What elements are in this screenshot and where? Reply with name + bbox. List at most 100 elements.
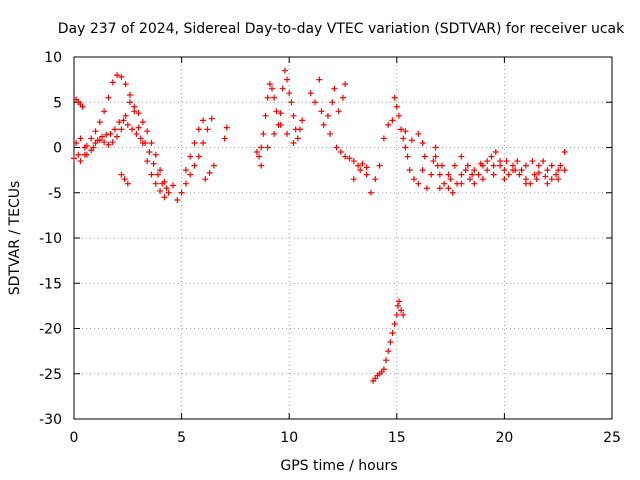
- data-point: [350, 176, 357, 183]
- data-point: [81, 144, 88, 151]
- data-point: [114, 133, 121, 140]
- y-tick-label: -25: [39, 367, 62, 383]
- y-tick-label: 10: [44, 50, 62, 66]
- data-point: [383, 357, 390, 364]
- data-point: [408, 137, 415, 144]
- data-point: [327, 130, 334, 137]
- axis-ticks: 0 5 10 15 20 25 -30 -25 -20 -15 -10 -5 0 5 10: [39, 50, 621, 446]
- data-point: [391, 94, 398, 101]
- data-point: [105, 94, 112, 101]
- data-point: [111, 126, 118, 133]
- data-point: [466, 176, 473, 183]
- data-point: [492, 149, 499, 156]
- data-point: [277, 110, 284, 117]
- data-point: [471, 167, 478, 174]
- data-point: [432, 153, 439, 160]
- data-point: [540, 158, 547, 165]
- data-point: [555, 176, 562, 183]
- data-point: [400, 135, 407, 142]
- data-point: [90, 144, 97, 151]
- data-point: [324, 112, 331, 119]
- data-point: [471, 180, 478, 187]
- data-point: [393, 103, 400, 110]
- data-point: [296, 126, 303, 133]
- data-point: [101, 139, 108, 146]
- data-point: [264, 144, 271, 151]
- data-point: [165, 189, 172, 196]
- data-point: [372, 176, 379, 183]
- data-point: [333, 144, 340, 151]
- x-tick-label: 5: [177, 430, 186, 446]
- data-point: [389, 330, 396, 337]
- data-point: [122, 112, 129, 119]
- data-point: [195, 153, 202, 160]
- data-point: [299, 117, 306, 124]
- x-tick-label: 0: [70, 430, 79, 446]
- data-point: [411, 176, 418, 183]
- data-point: [294, 135, 301, 142]
- data-point: [258, 144, 265, 151]
- data-point: [271, 130, 278, 137]
- x-tick-label: 25: [603, 430, 621, 446]
- data-point: [122, 81, 129, 88]
- data-point: [458, 153, 465, 160]
- data-point: [436, 185, 443, 192]
- data-point: [535, 162, 542, 169]
- data-point: [335, 108, 342, 115]
- data-point: [204, 126, 211, 133]
- data-point: [359, 160, 366, 167]
- data-point: [77, 158, 84, 165]
- data-point: [109, 139, 116, 146]
- data-point: [114, 72, 121, 79]
- data-point: [475, 171, 482, 178]
- data-point: [385, 348, 392, 355]
- data-point: [430, 158, 437, 165]
- data-point: [120, 117, 127, 124]
- data-point: [124, 121, 131, 128]
- data-point: [191, 139, 198, 146]
- data-point: [182, 167, 189, 174]
- data-point: [221, 135, 228, 142]
- data-point: [490, 171, 497, 178]
- data-point: [135, 124, 142, 131]
- data-point: [458, 180, 465, 187]
- y-tick-label: -15: [39, 276, 62, 292]
- data-point: [150, 160, 157, 167]
- data-point: [264, 94, 271, 101]
- data-point: [307, 90, 314, 97]
- data-point: [187, 171, 194, 178]
- data-point: [561, 167, 568, 174]
- data-points: [71, 67, 568, 384]
- data-point: [131, 103, 138, 110]
- data-point: [342, 153, 349, 160]
- data-point: [398, 307, 405, 314]
- data-point: [161, 194, 168, 201]
- data-point: [284, 76, 291, 83]
- data-point: [83, 151, 90, 158]
- data-point: [342, 81, 349, 88]
- data-point: [531, 171, 538, 178]
- y-tick-label: 5: [53, 95, 62, 111]
- data-point: [548, 162, 555, 169]
- data-point: [432, 144, 439, 151]
- data-point: [447, 176, 454, 183]
- data-point: [477, 160, 484, 167]
- data-point: [101, 108, 108, 115]
- data-point: [406, 167, 413, 174]
- grid: [74, 57, 612, 419]
- data-point: [92, 128, 99, 135]
- data-point: [385, 121, 392, 128]
- data-point: [438, 162, 445, 169]
- data-point: [340, 94, 346, 101]
- data-point: [395, 112, 402, 119]
- data-point: [395, 298, 402, 305]
- data-point: [518, 167, 525, 174]
- data-point: [152, 151, 159, 158]
- data-point: [522, 180, 529, 187]
- data-point: [96, 119, 103, 126]
- data-point: [400, 311, 407, 318]
- data-point: [178, 189, 185, 196]
- data-point: [142, 139, 149, 146]
- data-point: [533, 176, 540, 183]
